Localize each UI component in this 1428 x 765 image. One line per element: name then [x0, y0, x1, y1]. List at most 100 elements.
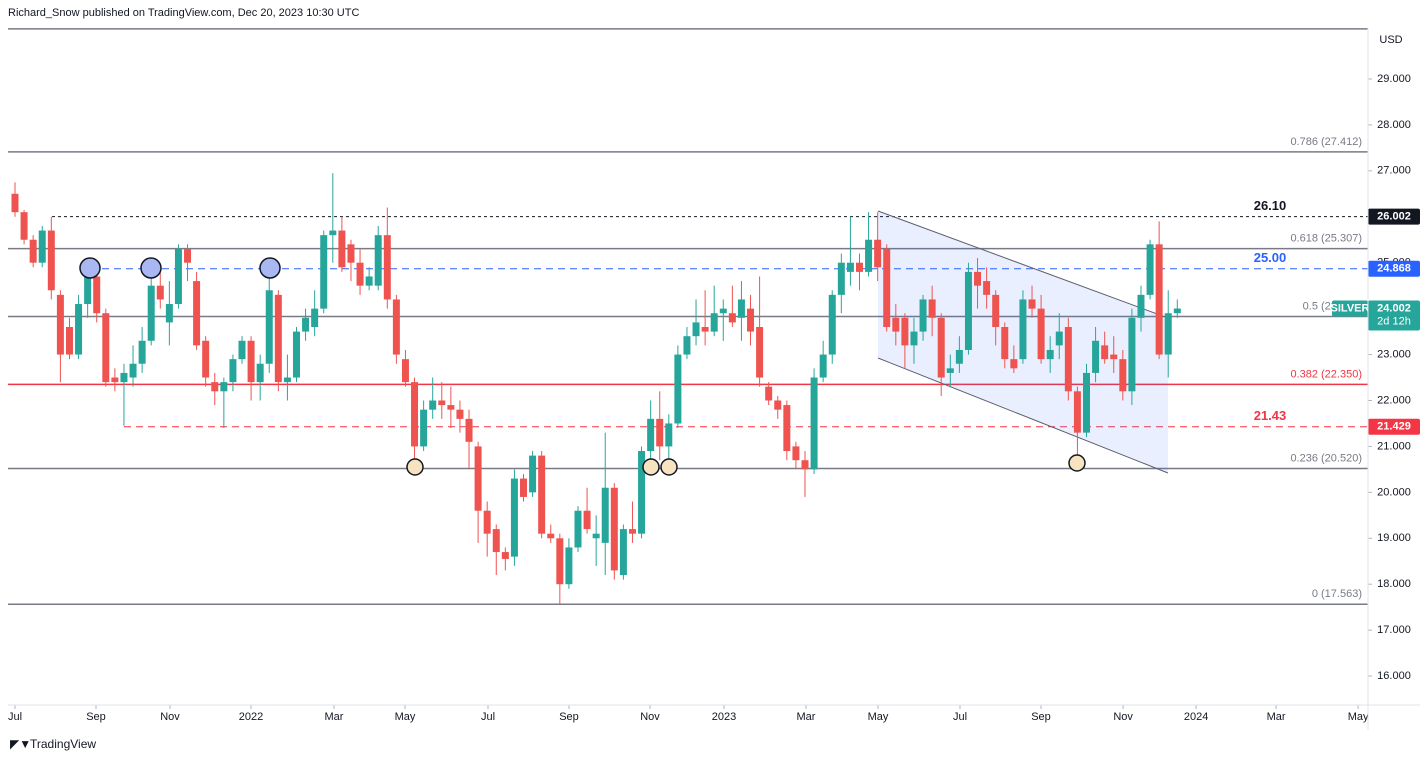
circle-marker	[259, 257, 281, 279]
fib-label: 0.618 (25.307)	[1290, 233, 1362, 245]
x-tick-label: May	[1348, 711, 1369, 723]
symbol-tag	[1332, 300, 1368, 317]
candle-body	[65, 327, 73, 355]
candle-body	[401, 359, 409, 383]
candle-body	[311, 308, 319, 328]
candle-body	[174, 248, 182, 305]
candle-body	[211, 382, 219, 392]
y-tick-label: 16.000	[1377, 670, 1411, 682]
axes: 16.000 17.000 18.000 19.000 20.000 21.000 22.0…	[8, 73, 1420, 723]
candle-body	[937, 317, 945, 378]
candle-body	[783, 405, 791, 452]
candle-body	[728, 313, 736, 323]
last-price-label: 24.002	[1377, 302, 1411, 314]
price-tag	[1368, 260, 1420, 277]
candle-body	[538, 455, 546, 534]
candle-body	[1146, 244, 1154, 295]
x-tick-label: Sep	[86, 711, 106, 723]
candle-body	[329, 230, 337, 236]
candle-body	[265, 290, 273, 364]
candle-body	[955, 349, 963, 364]
candle-body	[964, 271, 972, 350]
candle-body	[510, 478, 518, 557]
level-label: 26.10	[1254, 198, 1287, 213]
candle-body	[302, 317, 310, 332]
y-tick-label: 29.000	[1377, 73, 1411, 85]
candle-body	[883, 248, 891, 328]
currency-label: USD	[1379, 34, 1402, 46]
x-tick-label: Mar	[325, 711, 344, 723]
candle-body	[928, 299, 936, 318]
candle-body	[465, 418, 473, 442]
candle-body	[111, 377, 119, 383]
last-price-tag	[1368, 300, 1420, 331]
price-tag	[1368, 208, 1420, 225]
y-tick-label: 28.000	[1377, 119, 1411, 131]
candles	[11, 173, 1181, 605]
x-tick-label: Jul	[481, 711, 495, 723]
candle-body	[229, 359, 237, 383]
candle-body	[438, 400, 446, 406]
candle-body	[837, 262, 845, 295]
candle-body	[429, 400, 437, 410]
candle-body	[411, 382, 419, 447]
candle-body	[120, 372, 128, 383]
countdown-label: 2d 12h	[1377, 315, 1411, 327]
candle-body	[892, 317, 900, 332]
candle-body	[665, 423, 673, 447]
candle-body	[747, 308, 755, 332]
y-tick-label: 23.000	[1377, 348, 1411, 360]
fib-label: 0.382 (22.350)	[1290, 368, 1362, 380]
candle-body	[1137, 294, 1145, 318]
candle-body	[420, 409, 428, 447]
y-tick-label: 18.000	[1377, 578, 1411, 590]
candle-body	[865, 239, 873, 272]
candle-body	[520, 478, 528, 497]
candle-body	[56, 294, 64, 355]
candle-body	[992, 294, 1000, 328]
candle-body	[1073, 391, 1081, 433]
candle-body	[547, 533, 555, 539]
candle-body	[20, 212, 28, 240]
candle-body	[193, 281, 201, 346]
candle-body	[238, 340, 246, 360]
channel-bottom	[877, 357, 1169, 474]
candle-body	[1101, 345, 1109, 360]
candle-body	[592, 533, 600, 539]
circle-marker	[642, 458, 660, 476]
x-tick-label: Sep	[559, 711, 579, 723]
candle-body	[1046, 349, 1054, 360]
candle-body	[1128, 317, 1136, 392]
candle-body	[75, 304, 83, 355]
x-tick-label: May	[868, 711, 889, 723]
circle-marker	[140, 257, 162, 279]
candle-body	[184, 248, 192, 263]
candle-body	[601, 487, 609, 543]
price-tag-label: 21.429	[1377, 421, 1411, 433]
candle-body	[828, 294, 836, 355]
candle-body	[474, 446, 482, 511]
candle-body	[846, 262, 854, 272]
candle-body	[29, 239, 37, 263]
candle-body	[338, 230, 346, 268]
price-tag-label: 26.002	[1377, 211, 1411, 223]
candle-body	[565, 547, 573, 585]
candle-body	[383, 235, 391, 300]
candle-body	[356, 262, 364, 286]
candle-body	[983, 281, 991, 295]
candle-body	[719, 308, 727, 314]
y-tick-label: 22.000	[1377, 394, 1411, 406]
candle-body	[320, 235, 328, 309]
candle-body	[1092, 340, 1100, 373]
candle-body	[1019, 299, 1027, 360]
candle-body	[756, 327, 764, 378]
y-tick-label: 19.000	[1377, 532, 1411, 544]
candle-body	[810, 377, 818, 470]
candle-body	[946, 368, 954, 373]
candle-body	[710, 313, 718, 332]
candle-body	[1155, 244, 1163, 355]
candle-body	[737, 299, 745, 318]
x-tick-label: 2023	[712, 711, 736, 723]
circle-marker	[79, 257, 101, 279]
